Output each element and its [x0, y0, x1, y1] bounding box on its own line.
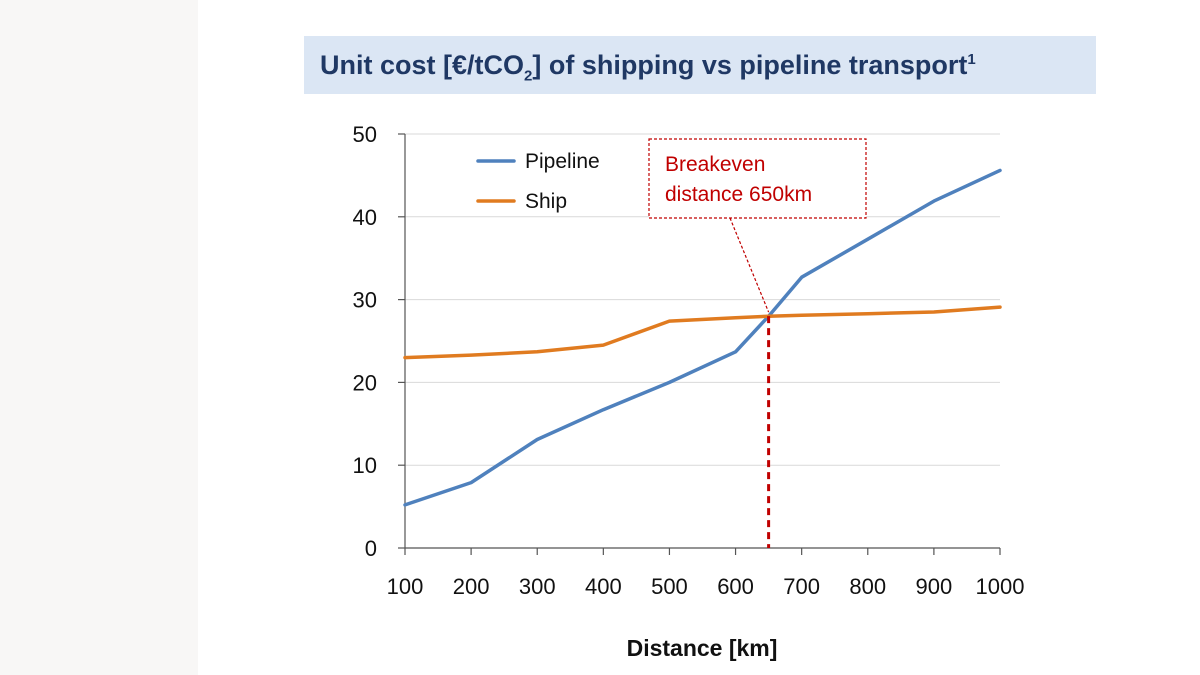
- breakeven-callout-box: [648, 138, 867, 219]
- chart-title-rest: ] of shipping vs pipeline transport: [532, 50, 968, 80]
- y-tick-label: 0: [365, 536, 377, 561]
- series-line-ship: [403, 305, 1002, 360]
- x-tick-label: 400: [585, 574, 622, 599]
- x-tick-label: 900: [916, 574, 953, 599]
- chart-title-subscript: 2: [524, 67, 533, 85]
- y-tick-label: 10: [353, 453, 377, 478]
- legend-label-pipeline: Pipeline: [525, 150, 600, 173]
- series-line-pipeline: [403, 168, 1002, 507]
- breakeven-callout-leader: [729, 217, 770, 313]
- x-tick-label: 800: [849, 574, 886, 599]
- series-layer: [403, 168, 1002, 507]
- y-tick-label: 20: [353, 370, 377, 395]
- x-axis-title: Distance [km]: [627, 635, 778, 661]
- chart-title-footnote: 1: [967, 51, 976, 68]
- breakeven-callout-line1: Breakeven: [665, 153, 765, 176]
- axis-layer: 0 10 20 30 40 50 100 200 300 400 500 600 700 800 900 10…: [353, 122, 1025, 599]
- x-tick-label: 600: [717, 574, 754, 599]
- legend-label-ship: Ship: [525, 190, 567, 213]
- legend-layer: Pipeline Ship: [476, 150, 600, 213]
- x-tick-label: 200: [453, 574, 490, 599]
- x-tick-label: 100: [387, 574, 424, 599]
- x-tick-label: 1000: [976, 574, 1025, 599]
- chart-title-main: Unit cost [€/tCO: [320, 50, 525, 80]
- left-panel: [0, 0, 198, 675]
- y-tick-label: 30: [353, 288, 377, 313]
- y-tick-label: 40: [353, 205, 377, 230]
- grid-layer: [405, 133, 1000, 466]
- y-tick-label: 50: [353, 122, 377, 147]
- chart-title-band: Unit cost [€/tCO2] of shipping vs pipeli…: [304, 36, 1096, 94]
- annotation-layer: Breakeven distance 650km: [648, 138, 867, 548]
- x-tick-label: 300: [519, 574, 556, 599]
- breakeven-callout-line2: distance 650km: [665, 183, 812, 206]
- x-tick-label: 700: [783, 574, 820, 599]
- slide-content: [198, 0, 1200, 675]
- x-tick-label: 500: [651, 574, 688, 599]
- chart-title: Unit cost [€/tCO2] of shipping vs pipeli…: [320, 50, 976, 84]
